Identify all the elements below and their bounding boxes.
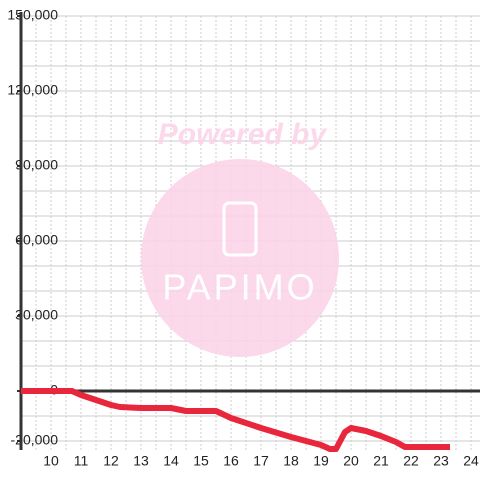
x-tick-label: 18 — [283, 453, 299, 469]
y-tick-label: 120,000 — [7, 82, 58, 98]
x-tick-label: 15 — [193, 453, 209, 469]
x-tick-label: 19 — [313, 453, 329, 469]
y-tick-label: -20,000 — [11, 432, 59, 448]
x-tick-label: 12 — [103, 453, 119, 469]
x-tick-label: 14 — [163, 453, 179, 469]
x-tick-label: 22 — [403, 453, 419, 469]
watermark-icon — [222, 201, 258, 257]
x-tick-label: 11 — [74, 453, 89, 469]
x-tick-label: 23 — [433, 453, 449, 469]
watermark-title: Powered by — [158, 118, 328, 151]
x-tick-label: 21 — [373, 453, 389, 469]
watermark-circle — [141, 159, 339, 357]
watermark-brand: PAPIMO — [162, 267, 317, 308]
y-tick-label: 90,000 — [15, 157, 58, 173]
watermark: Powered by PAPIMO — [141, 118, 339, 357]
y-tick-label: 150,000 — [7, 7, 58, 23]
x-tick-label: 24 — [463, 453, 479, 469]
y-tick-label: 60,000 — [15, 232, 58, 248]
x-tick-label: 13 — [133, 453, 149, 469]
data-line — [21, 388, 450, 452]
y-tick-label: 30,000 — [15, 307, 58, 323]
x-tick-label: 20 — [343, 453, 359, 469]
x-tick-label: 16 — [223, 453, 239, 469]
x-tick-label: 17 — [253, 453, 269, 469]
x-tick-label: 10 — [43, 453, 59, 469]
